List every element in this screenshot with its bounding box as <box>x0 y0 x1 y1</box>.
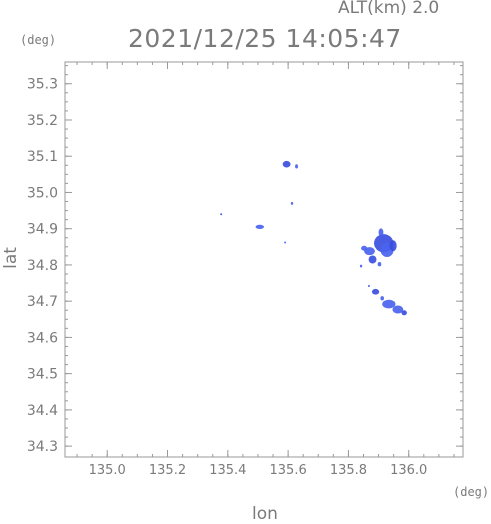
y-tick-label: 35.2 <box>27 113 58 129</box>
axis-ticks <box>65 62 463 457</box>
x-tick-label: 135.4 <box>209 463 246 478</box>
x-tick-label: 135.8 <box>330 463 367 478</box>
echo-cell <box>295 164 299 169</box>
y-tick-label: 34.3 <box>27 439 58 455</box>
x-axis-title: lon <box>252 504 278 524</box>
echo-cell <box>380 296 385 301</box>
y-tick-label: 34.6 <box>27 330 58 346</box>
timestamp-title: 2021/12/25 14:05:47 <box>128 24 402 53</box>
y-tick-label: 35.0 <box>27 185 58 201</box>
echo-cell <box>367 284 370 288</box>
echo-cell <box>255 224 264 230</box>
x-tick-label: 135.2 <box>149 463 186 478</box>
plot-frame <box>64 61 464 458</box>
axis-tick-labels: 135.0 135.2 135.4 135.6 135.8 136.0 34.3 34.4 34… <box>27 77 428 478</box>
echo-cell <box>361 245 368 251</box>
echo-cell <box>284 241 287 244</box>
y-tick-label: 35.3 <box>27 77 58 93</box>
y-tick-label: 34.4 <box>27 403 58 419</box>
x-unit-label: (deg) <box>453 485 490 499</box>
echo-cell <box>282 160 291 168</box>
echo-cell <box>220 213 223 216</box>
x-tick-label: 135.6 <box>270 463 307 478</box>
y-tick-label: 34.8 <box>27 258 58 274</box>
echo-cell <box>371 288 380 295</box>
y-tick-label: 35.1 <box>27 149 58 165</box>
x-tick-label: 135.0 <box>89 463 126 478</box>
echo-cell <box>382 299 396 309</box>
y-tick-label: 34.5 <box>27 367 58 383</box>
y-unit-label: (deg) <box>20 33 57 47</box>
echo-cell <box>392 305 404 314</box>
y-tick-label: 34.7 <box>27 294 58 310</box>
echo-cell <box>389 240 397 252</box>
y-tick-label: 34.9 <box>27 222 58 238</box>
echo-cell <box>290 201 294 205</box>
echo-cells <box>220 160 407 316</box>
x-tick-label: 136.0 <box>390 463 427 478</box>
echo-cell <box>377 262 382 267</box>
echo-cell <box>378 228 384 237</box>
altitude-label: ALT(km) 2.0 <box>338 0 440 18</box>
echo-cell <box>401 310 407 316</box>
echo-cell <box>359 264 363 268</box>
echo-cell <box>368 255 377 264</box>
